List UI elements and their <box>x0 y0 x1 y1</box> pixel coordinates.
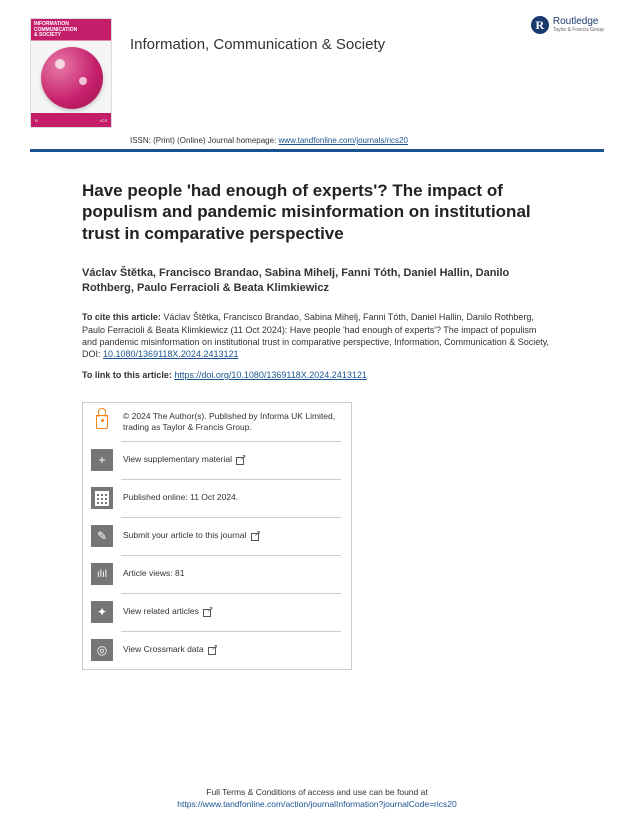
doi-full-link[interactable]: https://doi.org/10.1080/1369118X.2024.24… <box>174 370 367 380</box>
crossmark-label: View Crossmark data <box>123 644 204 654</box>
doi-short-link[interactable]: 10.1080/1369118X.2024.2413121 <box>103 349 238 359</box>
submit-label: Submit your article to this journal <box>123 530 246 540</box>
views-icon: ılıl <box>91 563 113 585</box>
article-info-panel: © 2024 The Author(s). Published by Infor… <box>82 402 352 670</box>
article-main: Have people 'had enough of experts'? The… <box>0 180 634 670</box>
calendar-icon <box>91 487 113 509</box>
cover-footer-bar: RiCS <box>31 113 111 127</box>
copyright-text: © 2024 The Author(s). Published by Infor… <box>123 411 341 433</box>
open-access-icon <box>91 411 113 433</box>
crossmark-row[interactable]: ◎ View Crossmark data <box>83 631 351 669</box>
related-label: View related articles <box>123 606 199 616</box>
routledge-r-icon: R <box>531 16 549 34</box>
cover-globe-graphic <box>41 47 103 109</box>
article-authors: Václav Štětka, Francisco Brandao, Sabina… <box>82 266 552 296</box>
supplementary-label: View supplementary material <box>123 454 232 464</box>
journal-title: Information, Communication & Society <box>130 36 385 53</box>
publisher-name: Routledge <box>553 17 604 27</box>
footer-terms-text: Full Terms & Conditions of access and us… <box>0 787 634 799</box>
publisher-tagline: Taylor & Francis Group <box>553 27 604 33</box>
submit-icon: ✎ <box>91 525 113 547</box>
published-row: Published online: 11 Oct 2024. <box>83 479 351 517</box>
crossmark-icon: ◎ <box>91 639 113 661</box>
doi-link-line: To link to this article: https://doi.org… <box>82 370 552 380</box>
open-access-row: © 2024 The Author(s). Published by Infor… <box>83 403 351 441</box>
supplementary-icon: + <box>91 449 113 471</box>
publisher-logo: R Routledge Taylor & Francis Group <box>531 16 604 34</box>
header-divider-rule <box>30 149 604 152</box>
cite-label: To cite this article: <box>82 312 163 322</box>
article-title: Have people 'had enough of experts'? The… <box>82 180 552 244</box>
external-link-icon <box>236 456 245 465</box>
views-label: Article views: <box>123 568 175 578</box>
footer-terms-link[interactable]: https://www.tandfonline.com/action/journ… <box>177 799 456 809</box>
journal-cover-thumbnail: INFORMATION COMMUNICATION & SOCIETY RiCS <box>30 18 112 128</box>
views-count: 81 <box>175 568 184 578</box>
article-views-row: ılıl Article views: 81 <box>83 555 351 593</box>
external-link-icon <box>203 608 212 617</box>
supplementary-row[interactable]: + View supplementary material <box>83 441 351 479</box>
journal-homepage-link[interactable]: www.tandfonline.com/journals/rics20 <box>279 136 408 145</box>
page-footer: Full Terms & Conditions of access and us… <box>0 787 634 811</box>
related-icon: ✦ <box>91 601 113 623</box>
page-header: INFORMATION COMMUNICATION & SOCIETY RiCS… <box>0 0 634 136</box>
related-articles-row[interactable]: ✦ View related articles <box>83 593 351 631</box>
citation-block: To cite this article: Václav Štětka, Fra… <box>82 311 552 360</box>
cover-journal-name: INFORMATION COMMUNICATION & SOCIETY <box>31 19 111 42</box>
external-link-icon <box>208 646 217 655</box>
published-date-text: Published online: 11 Oct 2024. <box>123 492 341 503</box>
link-label: To link to this article: <box>82 370 174 380</box>
issn-homepage-line: ISSN: (Print) (Online) Journal homepage:… <box>130 136 634 149</box>
submit-article-row[interactable]: ✎ Submit your article to this journal <box>83 517 351 555</box>
external-link-icon <box>251 532 260 541</box>
